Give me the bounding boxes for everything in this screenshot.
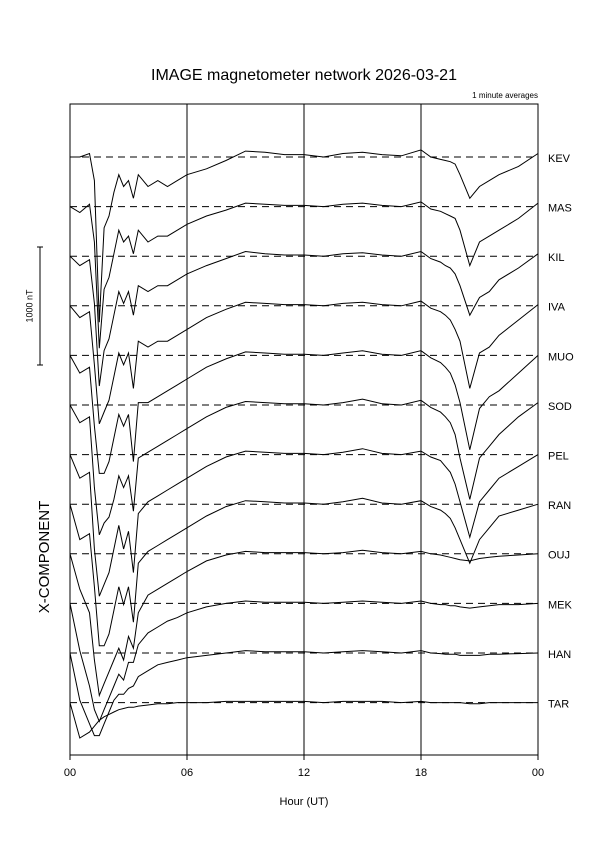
station-label: IVA: [548, 302, 566, 314]
station-trace: [69, 600, 539, 723]
station-trace: [69, 448, 539, 597]
station-label: MAS: [548, 203, 572, 215]
station-trace: [69, 250, 539, 387]
station-trace: [70, 149, 539, 323]
x-axis-label: Hour (UT): [280, 796, 329, 808]
station-trace: [69, 497, 539, 647]
station-label: HAN: [548, 649, 571, 661]
station-label: KEV: [548, 153, 571, 165]
station-label: MEK: [548, 599, 573, 611]
station-trace: [69, 350, 539, 474]
station-label: SOD: [548, 401, 572, 413]
scale-bar-label: 1000 nT: [24, 289, 34, 323]
station-label: MUO: [548, 351, 574, 363]
x-tick-label: 00: [532, 767, 544, 779]
station-label: TAR: [548, 699, 569, 711]
x-tick-label: 18: [415, 767, 427, 779]
subtitle: 1 minute averages: [472, 91, 538, 100]
station-trace: [69, 300, 539, 424]
x-tick-label: 06: [181, 767, 193, 779]
station-trace: [69, 700, 538, 739]
station-trace: [69, 201, 539, 349]
station-label: PEL: [548, 451, 569, 463]
station-label: OUJ: [548, 550, 570, 562]
station-label: RAN: [548, 500, 571, 512]
y-axis-label: X-COMPONENT: [36, 501, 53, 614]
x-tick-label: 00: [64, 767, 76, 779]
station-trace: [69, 398, 539, 535]
station-label: KIL: [548, 252, 565, 264]
chart-title: IMAGE magnetometer network 2026-03-21: [151, 67, 457, 84]
station-trace: [69, 650, 539, 737]
x-tick-label: 12: [298, 767, 310, 779]
station-trace: [69, 549, 539, 698]
